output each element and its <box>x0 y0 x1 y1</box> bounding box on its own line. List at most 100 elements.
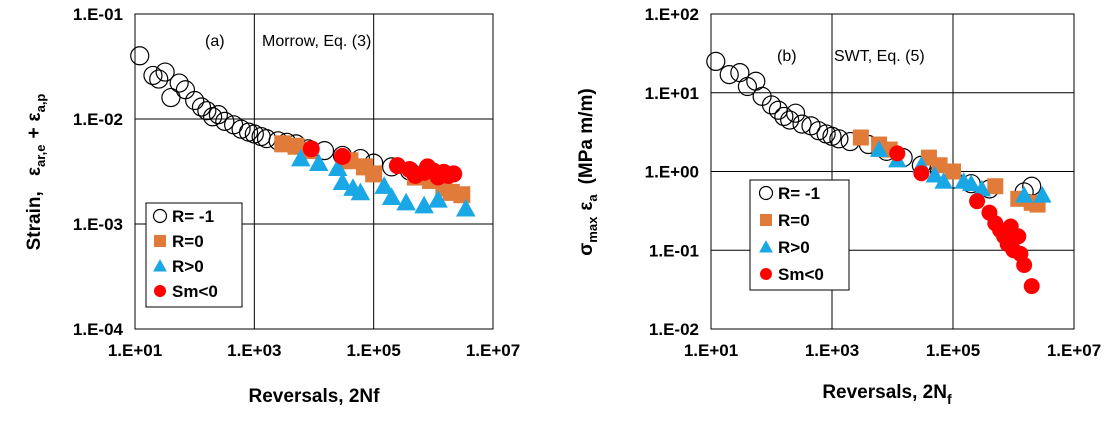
chart-panel-b: 1.E+01 1.E+03 1.E+05 1.E+07 1.E-021.E-011.E… <box>576 5 1101 407</box>
y-tick-label: 1.E-02 <box>73 110 123 129</box>
annotation-text: SWT, Eq. (5) <box>834 48 925 65</box>
y-tick-label: 1.E-03 <box>73 215 123 234</box>
x-tick-label: 1.E+01 <box>684 341 738 360</box>
data-point-r-0 <box>925 165 944 183</box>
y-axis-sigma: σ <box>576 243 597 256</box>
y-axis-sub-2: a,p <box>33 94 48 113</box>
legend-label-sm-0: Sm<0 <box>172 282 218 301</box>
data-point-r-1 <box>155 62 175 82</box>
data-point-r-0 <box>374 176 394 194</box>
data-point-r-1 <box>231 119 251 139</box>
y-tick-label: 1.E+00 <box>645 163 699 182</box>
data-point-r-1 <box>761 95 782 115</box>
data-point-r-1 <box>191 97 212 117</box>
legend-marker-sm-0 <box>760 268 772 280</box>
data-points <box>706 51 1052 295</box>
x-tick-label: 1.E+05 <box>926 341 980 360</box>
data-point-sm-0 <box>333 147 351 165</box>
data-point-r-1 <box>169 73 189 93</box>
data-point-r-0 <box>1014 186 1034 203</box>
x-axis-title: Reversals, 2Nf <box>822 382 952 407</box>
y-axis-title-main: Strain, <box>24 191 45 250</box>
data-point-r-0 <box>972 179 992 197</box>
annotation-text: Morrow, Eq. (3) <box>262 33 371 50</box>
y-axis-units: (MPa m/m) <box>576 88 597 184</box>
data-point-sm-0 <box>913 165 930 182</box>
data-point-r-0 <box>350 182 371 201</box>
x-tick-label: 1.E+07 <box>466 341 520 360</box>
data-point-r-0 <box>869 140 889 157</box>
data-point-r-0 <box>396 192 416 211</box>
data-point-r-1 <box>197 101 217 121</box>
legend-label-r-0: R=0 <box>778 211 810 230</box>
data-point-r-0 <box>365 165 383 183</box>
data-point-r-0 <box>414 195 434 214</box>
x-tick-labels: 1.E+01 1.E+03 1.E+05 1.E+07 <box>684 341 1101 360</box>
y-axis-sub-a: a <box>585 194 600 202</box>
legend-marker-r-1 <box>152 208 168 224</box>
y-tick-label: 1.E-01 <box>649 241 699 260</box>
data-point-sm-0 <box>302 140 320 158</box>
x-axis-title-main: Reversals, 2N <box>822 382 947 403</box>
legend: R= -1 R=0 R>0 Sm<0 <box>145 202 243 308</box>
data-point-r-1 <box>719 65 739 85</box>
legend-label-r-1: R= -1 <box>172 207 214 226</box>
x-tick-label: 1.E+01 <box>108 341 162 360</box>
x-tick-labels: 1.E+01 1.E+03 1.E+05 1.E+07 <box>108 341 520 360</box>
data-points <box>130 46 476 217</box>
legend-label-sm-0: Sm<0 <box>778 265 824 284</box>
y-tick-label: 1.E-02 <box>649 320 699 339</box>
data-point-r-1 <box>785 103 806 123</box>
x-tick-label: 1.E+07 <box>1047 341 1101 360</box>
data-point-r-1 <box>792 114 812 134</box>
data-point-r-0 <box>945 163 961 180</box>
data-point-sm-0 <box>889 145 906 162</box>
y-axis-sub-1: ar,e <box>33 145 48 167</box>
legend-label-r-0: R>0 <box>778 238 810 257</box>
data-point-r-1 <box>706 51 726 72</box>
data-point-r-1 <box>215 111 235 131</box>
grid-lines <box>710 13 1075 330</box>
x-axis-title: Reversals, 2Nf <box>249 386 381 407</box>
y-axis-eps-2: ε <box>24 112 45 121</box>
data-point-r-1 <box>208 105 229 125</box>
y-tick-label: 1.E-01 <box>73 5 123 24</box>
y-tick-labels: 1.E-04 1.E-03 1.E-02 1.E-01 <box>73 5 124 339</box>
legend-marker-sm-0 <box>154 285 166 297</box>
data-point-r-1 <box>829 129 849 149</box>
legend-label-r-0: R>0 <box>172 257 204 276</box>
data-point-r-0 <box>332 172 353 191</box>
data-point-r-1 <box>185 90 205 111</box>
data-point-sm-0 <box>1016 256 1033 273</box>
annotation-label: (b) <box>777 48 797 65</box>
legend-label-r-0: R=0 <box>172 232 204 251</box>
legend-marker-r-0 <box>153 259 167 272</box>
data-point-sm-0 <box>445 165 463 183</box>
data-point-r-0 <box>987 178 1004 195</box>
data-point-r-0 <box>1033 186 1052 203</box>
legend-marker-r-0 <box>759 240 773 253</box>
y-tick-labels: 1.E-02 1.E-01 1.E+00 1.E+01 1.E+02 <box>645 5 699 339</box>
data-point-r-1 <box>130 46 150 66</box>
y-tick-label: 1.E+01 <box>645 84 699 103</box>
legend-marker-r-0 <box>760 214 772 226</box>
y-tick-label: 1.E-04 <box>73 320 124 339</box>
chart-panel-a: 1.E+01 1.E+03 1.E+05 1.E+07 1.E-041.E-031.E… <box>24 5 520 407</box>
data-point-r-0 <box>290 148 311 167</box>
data-point-r-1 <box>143 65 163 86</box>
y-tick-label: 1.E+02 <box>645 5 699 24</box>
x-axis-title-sub: f <box>947 391 952 407</box>
data-point-r-0 <box>934 172 953 189</box>
data-point-r-0 <box>274 135 292 153</box>
y-axis-sub-max: max <box>585 216 600 243</box>
legend: R= -1 R=0 R>0 Sm<0 <box>749 179 850 291</box>
grid-lines <box>134 13 494 330</box>
x-tick-label: 1.E+05 <box>346 341 400 360</box>
x-tick-label: 1.E+03 <box>805 341 859 360</box>
data-point-sm-0 <box>1023 278 1040 295</box>
data-point-r-0 <box>308 153 329 171</box>
data-point-sm-0 <box>969 193 986 210</box>
data-point-r-0 <box>453 186 471 204</box>
data-point-r-1 <box>780 110 800 130</box>
